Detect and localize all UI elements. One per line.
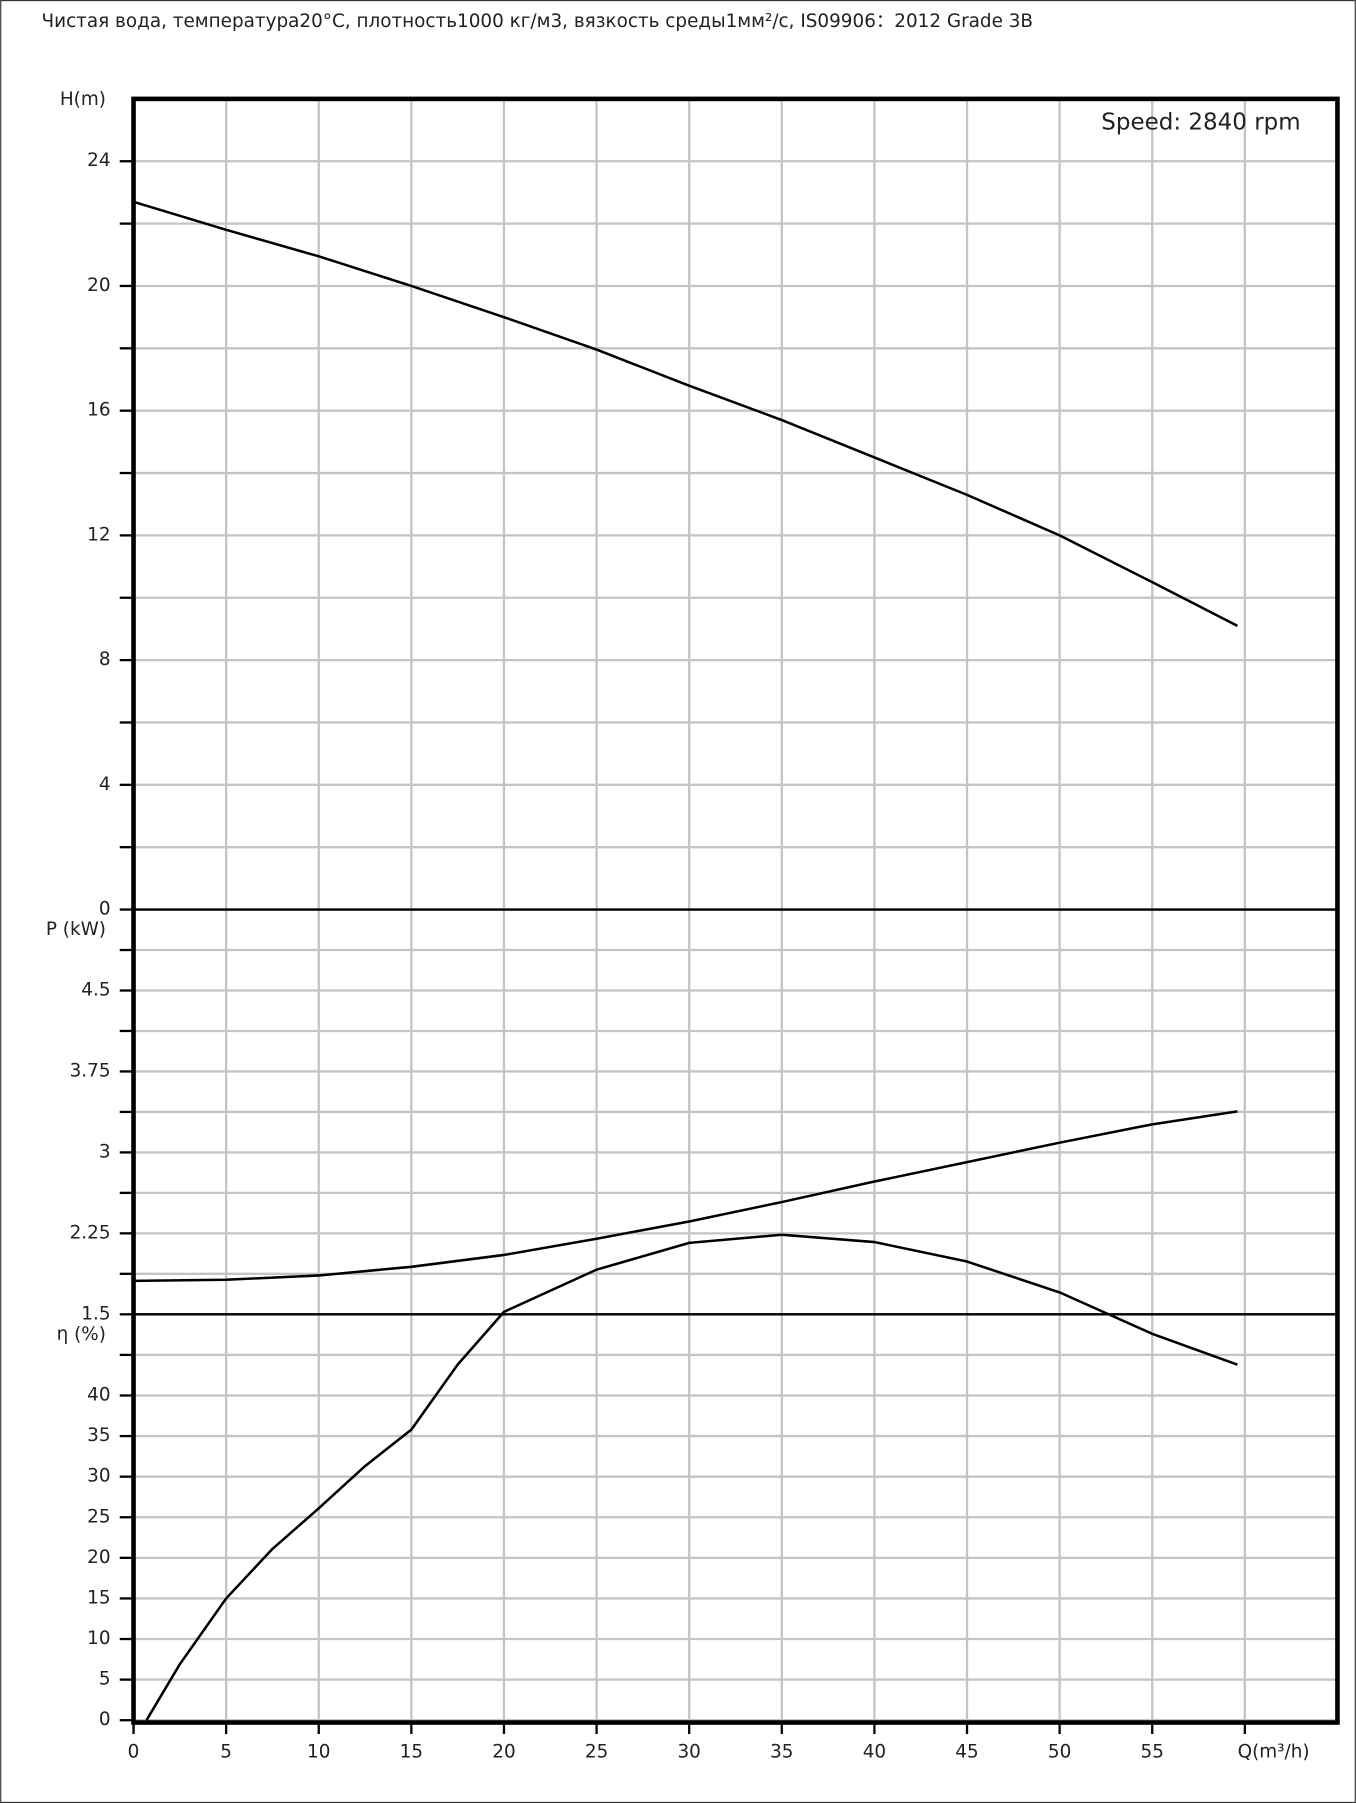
x-tick-label: 15 [400, 1741, 423, 1762]
x-tick-label: 50 [1048, 1741, 1071, 1762]
y-tick-label: 20 [87, 275, 110, 296]
y-tick-label: 3 [99, 1141, 111, 1162]
y-tick-label: 16 [87, 400, 110, 421]
y-tick-label: 35 [87, 1425, 110, 1446]
x-tick-label: 25 [585, 1741, 608, 1762]
y-axis-label: P (kW) [46, 919, 106, 940]
y-tick-label: 4.5 [81, 980, 110, 1001]
header-text: Чистая вода, температура20°C, плотность1… [42, 11, 1033, 32]
y-tick-label: 25 [87, 1506, 110, 1527]
x-tick-label: 45 [955, 1741, 978, 1762]
mark-layer [133, 200, 1239, 1721]
y-axis-label: η (%) [57, 1324, 106, 1345]
x-tick-label: 40 [863, 1741, 886, 1762]
speed-annotation: Speed: 2840 rpm [1101, 110, 1300, 136]
x-tick-label: 35 [770, 1741, 793, 1762]
x-tick-label: 55 [1141, 1741, 1164, 1762]
y-axis-label: H(m) [60, 89, 106, 110]
curve [133, 200, 1239, 627]
y-tick-label: 3.75 [70, 1060, 111, 1081]
y-tick-label: 5 [99, 1669, 111, 1690]
x-tick-label: 10 [307, 1741, 330, 1762]
x-tick-label: 5 [220, 1741, 232, 1762]
y-tick-label: 30 [87, 1466, 110, 1487]
y-tick-label: 12 [87, 524, 110, 545]
curve [133, 1110, 1238, 1283]
y-tick-label: 8 [99, 649, 111, 670]
y-tick-label: 4 [99, 774, 111, 795]
y-tick-label: 10 [87, 1628, 110, 1649]
y-tick-label: 2.25 [70, 1222, 111, 1243]
y-tick-label: 15 [87, 1587, 110, 1608]
y-tick-label: 1.5 [81, 1303, 110, 1324]
y-tick-label: 0 [99, 1709, 111, 1730]
x-tick-label: Q(m³/h) [1238, 1741, 1310, 1762]
y-tick-label: 24 [87, 150, 110, 171]
x-tick-label: 0 [128, 1741, 140, 1762]
plot-frame [131, 96, 1340, 1725]
x-tick-label: 20 [492, 1741, 515, 1762]
y-tick-label: 20 [87, 1547, 110, 1568]
y-tick-label: 0 [99, 899, 111, 920]
y-tick-label: 40 [87, 1384, 110, 1405]
curve [145, 1233, 1238, 1721]
x-tick-label: 30 [677, 1741, 700, 1762]
